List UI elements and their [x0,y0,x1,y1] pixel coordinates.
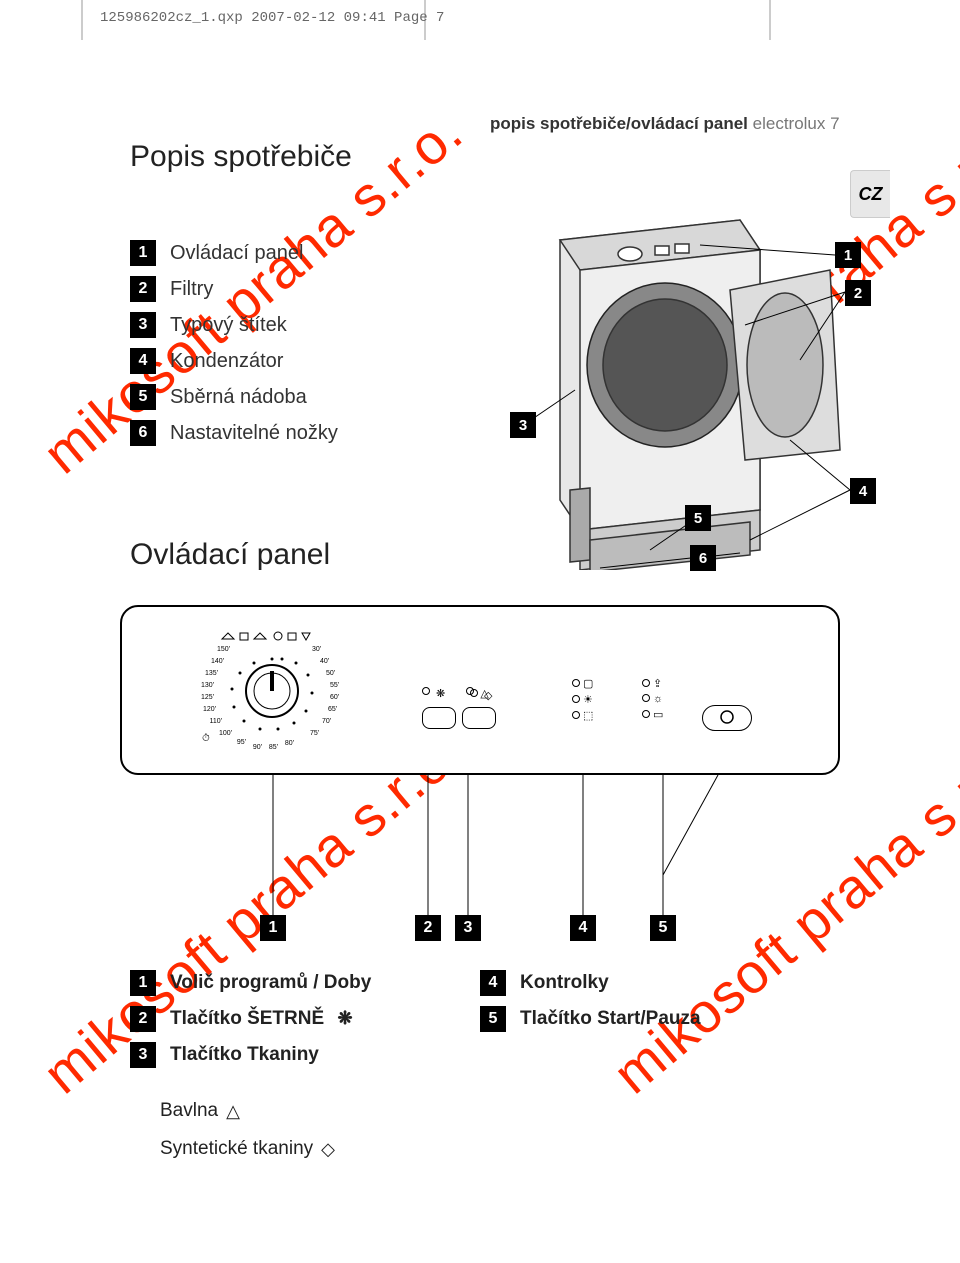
section-title-appliance: Popis spotřebiče [130,140,352,174]
callout-number: 5 [685,505,711,531]
list-item: 3 Typový štítek [130,312,338,338]
list-item: 1 Volič programů / Doby [130,970,371,996]
number-box: 1 [130,240,156,266]
list-item: 5 Tlačítko Start/Pauza [480,1006,701,1032]
page-header-bold: popis spotřebiče/ovládací panel [490,114,748,133]
callout-number: 2 [845,280,871,306]
number-box: 5 [650,915,676,941]
number-box: 2 [415,915,441,941]
svg-text:85': 85' [269,744,278,751]
svg-text:135': 135' [205,670,218,677]
number-box: 4 [130,348,156,374]
part-label: Ovládací panel [170,242,303,265]
list-item: 4 Kontrolky [480,970,701,996]
sub-label: Syntetické tkaniny [160,1138,313,1160]
part-label: Filtry [170,278,213,301]
svg-text:140': 140' [211,658,224,665]
list-item: 6 Nastavitelné nožky [130,420,338,446]
page-header: popis spotřebiče/ovládací panel electrol… [490,114,840,134]
leader-lines [120,775,840,925]
list-item: 5 Sběrná nádoba [130,384,338,410]
svg-text:40': 40' [320,658,329,665]
panel-item-label: Tlačítko ŠETRNĚ ❋ [170,1008,353,1030]
panel-list-right: 4 Kontrolky 5 Tlačítko Start/Pauza [480,970,701,1042]
number-box: 4 [570,915,596,941]
indicator-lights: ⇪ ☼ ▭ [642,677,663,721]
part-label: Kondenzátor [170,350,283,373]
panel-list-left: 1 Volič programů / Doby 2 Tlačítko ŠETRNĚ … [130,970,371,1078]
part-label: Nastavitelné nožky [170,422,338,445]
number-box: 2 [130,276,156,302]
svg-text:30': 30' [312,646,321,653]
callout-number: 3 [510,412,536,438]
svg-text:95': 95' [237,739,246,746]
list-item: 4 Kondenzátor [130,348,338,374]
svg-text:80': 80' [285,740,294,747]
snowflake-icon: ❋ [337,1008,352,1028]
number-box: 2 [130,1006,156,1032]
parts-list: 1 Ovládací panel 2 Filtry 3 Typový štítek 4… [130,240,338,456]
part-label: Sběrná nádoba [170,386,307,409]
callout-number: 4 [850,478,876,504]
callout-number: 1 [835,242,861,268]
panel-item-label: Kontrolky [520,972,609,994]
page-header-light: electrolux 7 [748,114,840,133]
number-box: 5 [480,1006,506,1032]
list-item: 1 Ovládací panel [130,240,338,266]
sub-item: Bavlna △ [160,1100,335,1122]
svg-text:125': 125' [201,694,214,701]
svg-text:150': 150' [217,646,230,653]
svg-text:90': 90' [253,744,262,751]
number-box: 5 [130,384,156,410]
list-item: 3 Tlačítko Tkaniny [130,1042,371,1068]
svg-text:120': 120' [203,706,216,713]
diamond-icon: ◇ [321,1139,335,1160]
svg-text:60': 60' [330,694,339,701]
svg-text:55': 55' [330,682,339,689]
panel-item-label: Tlačítko Tkaniny [170,1044,319,1066]
number-box: 6 [130,420,156,446]
callout-number: 6 [690,545,716,571]
section-title-control-panel: Ovládací panel [130,538,330,572]
number-box: 3 [455,915,481,941]
triangle-icon: △ [226,1101,240,1122]
number-box: 1 [130,970,156,996]
sub-label: Bavlna [160,1100,218,1122]
button-gentle [422,707,456,729]
sub-item: Syntetické tkaniny ◇ [160,1138,335,1160]
svg-text:50': 50' [326,670,335,677]
svg-text:110': 110' [210,718,223,725]
number-box: 3 [130,312,156,338]
part-label: Typový štítek [170,314,287,337]
svg-text:100': 100' [219,730,232,737]
panel-callout-numbers: 1 2 3 4 5 [120,915,840,955]
file-header: 125986202cz_1.qxp 2007-02-12 09:41 Page … [100,10,444,26]
button-fabric [462,707,496,729]
number-box: 3 [130,1042,156,1068]
panel-item-label: Tlačítko Start/Pauza [520,1008,701,1030]
button-icons: ◇ [470,689,492,702]
svg-text:75': 75' [310,730,319,737]
fabric-sub-items: Bavlna △ Syntetické tkaniny ◇ [160,1100,335,1176]
svg-text:⏱: ⏱ [202,733,210,744]
indicator-lights: ▢ ☀ ⬚ [572,677,593,722]
svg-text:130': 130' [201,682,214,689]
list-item: 2 Tlačítko ŠETRNĚ ❋ [130,1006,371,1032]
list-item: 2 Filtry [130,276,338,302]
start-pause-icon [719,709,735,730]
number-box: 4 [480,970,506,996]
number-box: 1 [260,915,286,941]
control-panel-diagram: 150' 140' 135' 130' 125' 120' 110' 100' 95' 90… [120,605,840,775]
panel-item-label: Volič programů / Doby [170,972,371,994]
appliance-diagram: 1 2 3 4 5 6 [500,210,880,570]
svg-text:70': 70' [322,718,331,725]
svg-text:65': 65' [328,706,337,713]
